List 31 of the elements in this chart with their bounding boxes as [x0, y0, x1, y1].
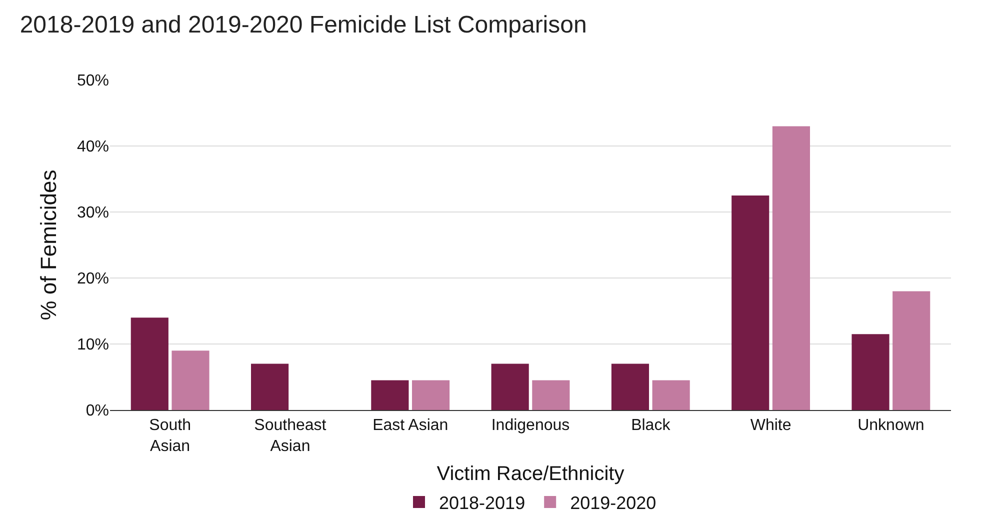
x-tick-label: White: [750, 417, 792, 434]
bar: [892, 291, 930, 410]
y-tick-label: 30%: [76, 204, 109, 222]
x-tick-label: East Asian: [372, 417, 448, 434]
y-tick-label: 20%: [76, 270, 109, 288]
bar: [652, 380, 690, 410]
bar: [852, 334, 890, 410]
y-tick-label: 10%: [76, 336, 109, 354]
bar: [532, 380, 570, 410]
bar: [371, 380, 409, 410]
y-tick-label: 0%: [86, 402, 109, 420]
bar: [611, 364, 650, 410]
bar: [732, 196, 770, 410]
x-tick-label: South Asian: [149, 417, 191, 455]
y-axis-title: % of Femicides: [36, 170, 61, 320]
bar: [491, 364, 529, 410]
x-tick-label: Indigenous: [491, 417, 570, 434]
y-tick-label: 50%: [76, 72, 109, 90]
y-tick-label: 40%: [76, 138, 109, 156]
legend-label: 2019-2020: [570, 493, 656, 514]
x-tick-label: Black: [631, 417, 672, 434]
legend-label: 2018-2019: [439, 493, 526, 514]
bar: [412, 380, 450, 410]
bar: [251, 364, 289, 410]
bar: [772, 126, 810, 410]
x-tick-label: Unknown: [858, 417, 924, 434]
bar: [172, 350, 210, 410]
x-axis-title: Victim Race/Ethnicity: [436, 463, 624, 485]
bar: [130, 318, 168, 410]
chart-title: 2018-2019 and 2019-2020 Femicide List Comparison: [20, 12, 587, 39]
x-tick-label: Southeast Asian: [254, 417, 327, 455]
